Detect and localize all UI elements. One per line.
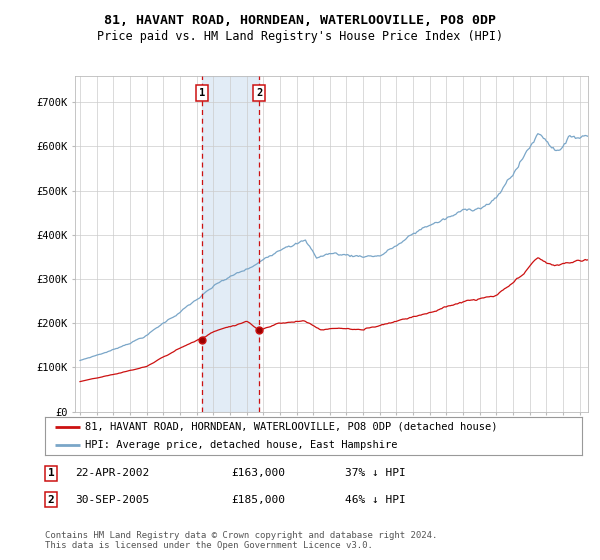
Bar	[202, 76, 259, 412]
Text: 46% ↓ HPI: 46% ↓ HPI	[345, 494, 406, 505]
Text: 37% ↓ HPI: 37% ↓ HPI	[345, 468, 406, 478]
Text: 2: 2	[47, 494, 55, 505]
Text: 22-APR-2002: 22-APR-2002	[75, 468, 149, 478]
Text: HPI: Average price, detached house, East Hampshire: HPI: Average price, detached house, East…	[85, 440, 398, 450]
Text: 30-SEP-2005: 30-SEP-2005	[75, 494, 149, 505]
Text: £163,000: £163,000	[231, 468, 285, 478]
Text: Price paid vs. HM Land Registry's House Price Index (HPI): Price paid vs. HM Land Registry's House …	[97, 30, 503, 43]
Text: 2: 2	[256, 88, 262, 99]
Text: 1: 1	[47, 468, 55, 478]
Text: Contains HM Land Registry data © Crown copyright and database right 2024.
This d: Contains HM Land Registry data © Crown c…	[45, 531, 437, 550]
Text: 1: 1	[199, 88, 205, 99]
Text: 81, HAVANT ROAD, HORNDEAN, WATERLOOVILLE, PO8 0DP: 81, HAVANT ROAD, HORNDEAN, WATERLOOVILLE…	[104, 14, 496, 27]
Text: 81, HAVANT ROAD, HORNDEAN, WATERLOOVILLE, PO8 0DP (detached house): 81, HAVANT ROAD, HORNDEAN, WATERLOOVILLE…	[85, 422, 498, 432]
Text: £185,000: £185,000	[231, 494, 285, 505]
